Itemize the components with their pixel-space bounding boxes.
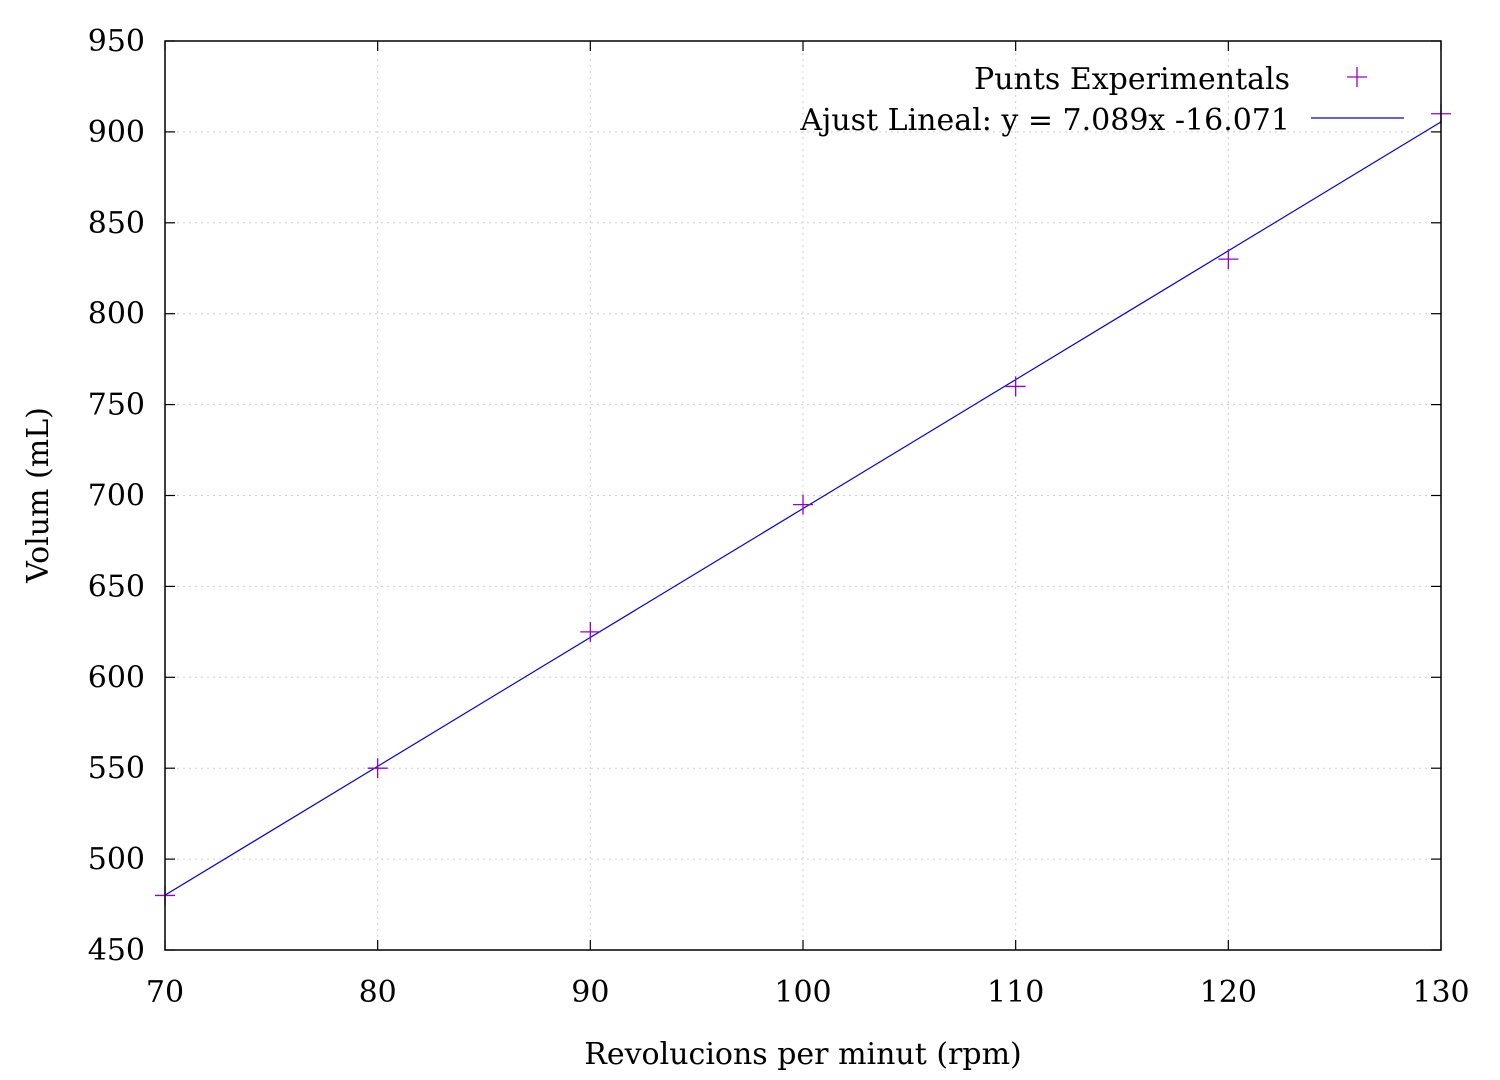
x-tick-label: 130 bbox=[1412, 975, 1469, 1010]
y-axis-label: Volum (mL) bbox=[21, 407, 56, 584]
y-tick-label: 900 bbox=[88, 115, 145, 150]
data-point bbox=[793, 494, 813, 515]
data-point bbox=[1005, 376, 1026, 397]
legend: Punts Experimentals Ajust Lineal: y = 7.… bbox=[799, 62, 1404, 138]
x-axis-label: Revolucions per minut (rpm) bbox=[584, 1037, 1022, 1072]
y-tick-label: 650 bbox=[88, 569, 145, 604]
data-point bbox=[367, 758, 388, 779]
data-point bbox=[580, 621, 601, 642]
x-tick-label: 110 bbox=[987, 975, 1044, 1010]
data-point bbox=[1218, 249, 1239, 270]
y-tick-label: 450 bbox=[88, 933, 145, 968]
y-tick-label: 550 bbox=[88, 751, 145, 786]
x-tick-label: 80 bbox=[359, 975, 397, 1010]
legend-marker-plus bbox=[1347, 67, 1367, 87]
y-tick-label: 600 bbox=[88, 660, 145, 695]
legend-label-fit: Ajust Lineal: y = 7.089x -16.071 bbox=[799, 103, 1290, 138]
x-tick-label: 70 bbox=[146, 975, 184, 1010]
x-tick-label: 120 bbox=[1200, 975, 1257, 1010]
legend-label-points: Punts Experimentals bbox=[974, 62, 1290, 97]
y-tick-label: 750 bbox=[88, 388, 145, 423]
plot-frame bbox=[164, 40, 1442, 951]
y-tick-label: 850 bbox=[88, 206, 145, 241]
y-tick-label: 800 bbox=[88, 297, 145, 332]
legend-marker-points bbox=[1347, 67, 1367, 87]
y-tick-label: 700 bbox=[88, 479, 145, 514]
y-tick-label: 950 bbox=[88, 24, 145, 59]
tick-labels: 70 80 90 100 110 120 130 450 500 550 600 650 700 750 8… bbox=[88, 24, 1470, 1010]
x-tick-label: 90 bbox=[571, 975, 609, 1010]
y-tick-label: 500 bbox=[88, 842, 145, 877]
x-tick-label: 100 bbox=[774, 975, 831, 1010]
